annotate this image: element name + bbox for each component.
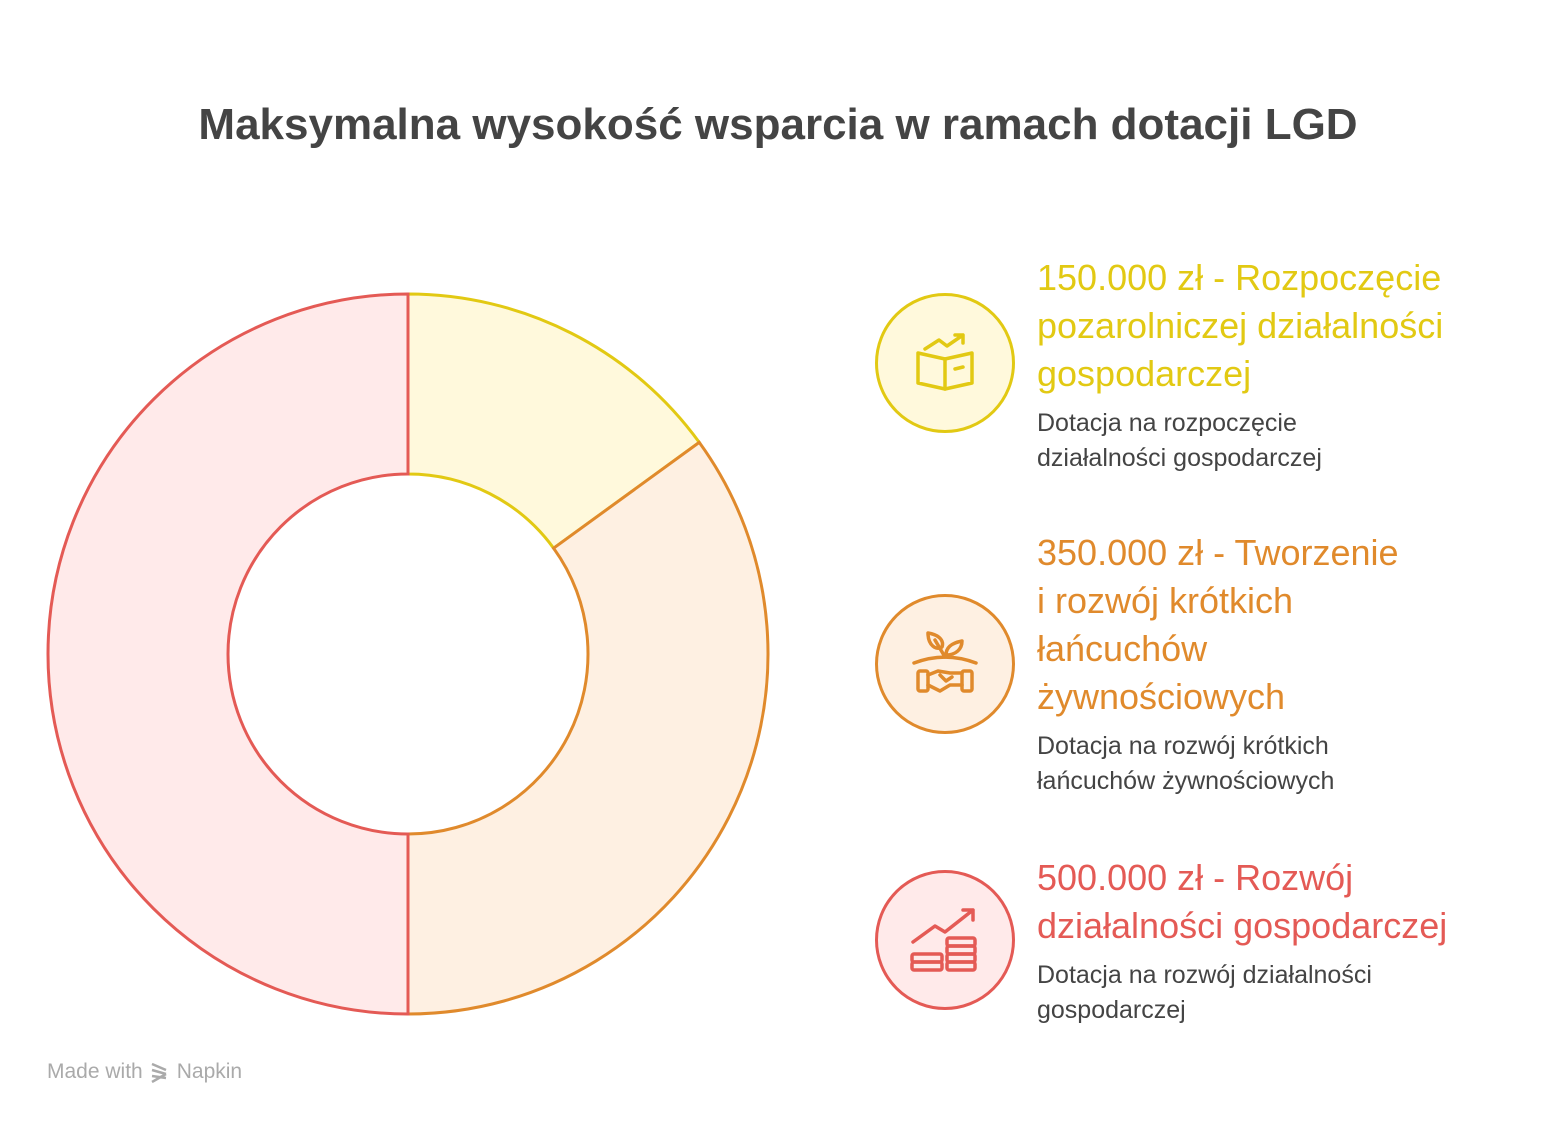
item-title-line: żywnościowych bbox=[1037, 676, 1286, 717]
item-title-line: 350.000 zł - Tworzenie bbox=[1037, 532, 1399, 573]
footer: Made with Napkin bbox=[47, 1060, 242, 1084]
item-title-line: gospodarczej bbox=[1037, 353, 1252, 394]
item-desc-line: łańcuchów żywnościowych bbox=[1037, 767, 1335, 795]
item-desc-line: Dotacja na rozwój działalności bbox=[1037, 961, 1372, 989]
item-desc-line: działalności gospodarczej bbox=[1037, 444, 1322, 472]
item-title-line: pozarolniczej działalności bbox=[1037, 305, 1444, 346]
handshake-plant-icon bbox=[912, 631, 978, 693]
item-title-line: łańcuchów bbox=[1037, 628, 1208, 669]
donut-slice-1 bbox=[406, 292, 702, 551]
napkin-brand: Napkin bbox=[176, 1060, 243, 1083]
napkin-logo-icon bbox=[151, 1062, 167, 1083]
legend-item-2: 350.000 zł - Tworzenie i rozwój krótkich… bbox=[1037, 529, 1399, 799]
coins-growth-icon bbox=[910, 908, 977, 972]
badge-2 bbox=[875, 594, 1015, 734]
item-desc-line: Dotacja na rozwój krótkich bbox=[1037, 732, 1329, 760]
item-title-line: działalności gospodarczej bbox=[1037, 905, 1448, 946]
chart-title: Maksymalna wysokość wsparcia w ramach do… bbox=[198, 100, 1358, 149]
badge-3 bbox=[875, 870, 1015, 1010]
item-title-line: 500.000 zł - Rozwój bbox=[1037, 857, 1354, 898]
legend-item-3: 500.000 zł - Rozwój działalności gospoda… bbox=[1037, 854, 1447, 1028]
item-title-line: i rozwój krótkich bbox=[1037, 580, 1294, 621]
donut-slice-3 bbox=[46, 292, 410, 1016]
legend-item-1: 150.000 zł - Rozpoczęcie pozarolniczej d… bbox=[1037, 254, 1443, 476]
donut-chart bbox=[46, 292, 770, 1016]
box-growth-icon bbox=[916, 333, 974, 391]
item-desc-line: Dotacja na rozpoczęcie bbox=[1037, 409, 1297, 437]
badge-1 bbox=[875, 293, 1015, 433]
item-desc-line: gospodarczej bbox=[1037, 996, 1186, 1024]
donut-slice-2 bbox=[406, 440, 770, 1016]
made-with-label: Made with bbox=[47, 1060, 143, 1083]
item-title-line: 150.000 zł - Rozpoczęcie bbox=[1037, 257, 1442, 298]
